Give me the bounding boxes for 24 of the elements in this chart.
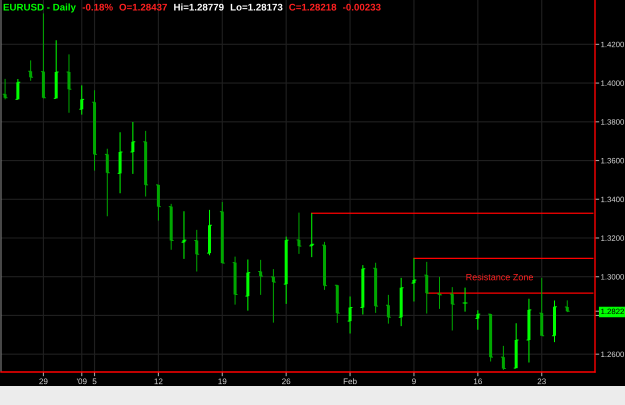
x-tick-label: 5 bbox=[92, 378, 96, 384]
annotation: C=1.28218 bbox=[289, 4, 336, 11]
annotation: -0.18% bbox=[82, 4, 113, 11]
annotation: Lo=1.28173 bbox=[230, 4, 282, 11]
candlestick bbox=[462, 288, 468, 312]
x-tick-label: 29 bbox=[39, 378, 48, 384]
candlestick bbox=[271, 269, 276, 323]
candlestick bbox=[437, 276, 442, 309]
chart-title: EURUSD - Daily bbox=[4, 3, 76, 13]
x-tick-label: 26 bbox=[282, 378, 290, 384]
x-tick-label: '09 bbox=[76, 378, 87, 384]
x-tick-label: 12 bbox=[154, 378, 162, 384]
candlestick bbox=[412, 258, 416, 302]
series-label: Resistance Zone bbox=[466, 274, 534, 280]
x-tick-label: 9 bbox=[412, 378, 416, 384]
x-tick-label: 16 bbox=[474, 378, 482, 384]
x-tick-label: Feb bbox=[344, 378, 357, 384]
annotation: O=1.28437 bbox=[119, 4, 167, 11]
x-tick-label: 19 bbox=[218, 378, 226, 384]
candlestick bbox=[309, 213, 314, 258]
annotation: -0.00233 bbox=[343, 4, 381, 11]
annotation: Hi=1.28779 bbox=[174, 3, 224, 11]
x-tick-label: 23 bbox=[538, 378, 546, 384]
candlestick bbox=[182, 211, 186, 259]
